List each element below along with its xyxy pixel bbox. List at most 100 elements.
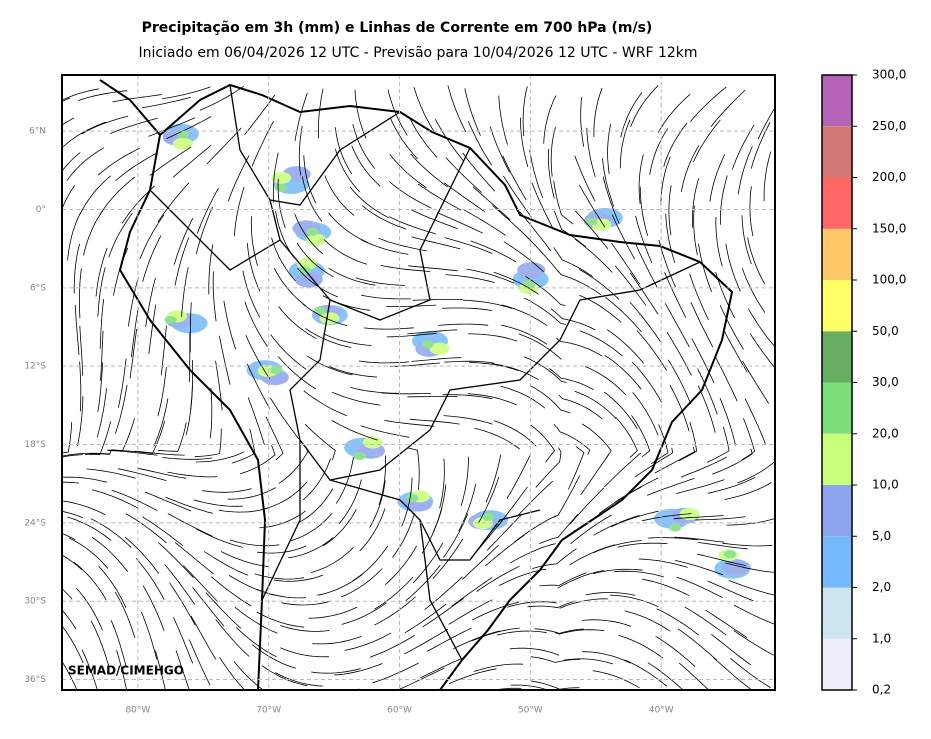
colorbar-segment (822, 434, 852, 485)
streamline (57, 477, 107, 482)
streamline (463, 209, 506, 235)
rain-patch (354, 452, 366, 460)
streamline (544, 96, 556, 144)
streamline (594, 88, 602, 137)
streamline (270, 398, 299, 439)
streamline (665, 303, 689, 347)
map-frame (62, 75, 775, 690)
streamline (425, 577, 463, 610)
streamline (745, 398, 765, 444)
streamline (96, 248, 107, 297)
colorbar-label: 5,0 (872, 529, 891, 543)
streamline (604, 453, 641, 487)
streamline (694, 206, 698, 256)
streamline (633, 392, 658, 435)
streamline (630, 302, 661, 342)
colorbar-label: 20,0 (872, 426, 899, 440)
streamline (202, 489, 252, 493)
rain-patch (270, 366, 282, 374)
colorbar-segment (822, 639, 852, 690)
colorbar-label: 300,0 (872, 68, 906, 82)
streamline (236, 627, 276, 656)
streamline (158, 367, 167, 416)
streamline (438, 324, 488, 325)
streamline (681, 145, 699, 192)
streamline (681, 457, 727, 477)
streamline (661, 157, 671, 206)
streamline (389, 182, 431, 209)
streamline (665, 272, 686, 317)
streamline (679, 663, 716, 697)
streamline (501, 386, 545, 408)
streamline (690, 87, 726, 122)
streamline (111, 620, 126, 668)
colorbar-segment (822, 331, 852, 382)
streamline (615, 266, 646, 306)
streamline (669, 185, 671, 235)
streamline (715, 356, 737, 401)
streamline (350, 187, 389, 218)
colorbar-segment (822, 280, 852, 331)
streamline (58, 501, 106, 515)
streamline (390, 117, 417, 159)
streamline (449, 669, 497, 684)
streamline (631, 415, 649, 457)
streamline (465, 88, 481, 135)
streamline (581, 97, 584, 147)
streamline (582, 652, 630, 663)
streamline (221, 552, 269, 567)
title: Precipitação em 3h (mm) e Linhas de Corr… (142, 20, 653, 36)
colorbar-label: 200,0 (872, 170, 906, 184)
streamline (361, 426, 410, 438)
streamline (335, 127, 352, 174)
streamline (625, 611, 670, 631)
streamline (210, 388, 212, 438)
streamline (385, 546, 416, 585)
streamline (493, 206, 530, 240)
colorbar-segment (822, 178, 852, 229)
streamline (444, 183, 485, 212)
streamline (158, 543, 193, 578)
lat-tick-label: 0° (36, 205, 46, 215)
streamline (162, 87, 211, 99)
streamline (750, 186, 753, 236)
streamline (734, 605, 779, 626)
streamline (98, 267, 105, 316)
streamline (405, 565, 440, 601)
streamline (75, 305, 79, 355)
colorbar-segment (822, 485, 852, 536)
streamline (162, 458, 212, 460)
streamline (115, 592, 135, 638)
streamline (472, 628, 520, 641)
streamline (722, 543, 772, 546)
streamline (607, 330, 644, 364)
rain-patch (724, 550, 736, 558)
streamline (228, 156, 249, 202)
streamline (468, 394, 517, 405)
streamline (63, 122, 106, 147)
streamline (474, 664, 523, 672)
streamline (34, 509, 83, 518)
streamline (437, 213, 483, 234)
streamline (245, 95, 275, 135)
lat-tick-label: 18°S (24, 440, 46, 450)
rain-patch (314, 307, 326, 315)
streamline (113, 95, 162, 102)
streamline (49, 422, 72, 456)
streamline (423, 598, 464, 627)
streamline (445, 275, 494, 283)
streamline (666, 214, 675, 263)
streamline (758, 95, 782, 139)
rain-patch (306, 228, 318, 236)
streamline (650, 129, 668, 175)
streamline (472, 602, 519, 620)
streamline (213, 271, 216, 321)
streamline (68, 213, 81, 261)
streamline (98, 148, 140, 175)
streamline (182, 267, 189, 317)
streamline (726, 244, 741, 292)
lat-tick-label: 6°S (30, 283, 46, 293)
streamline (713, 658, 751, 690)
streamline (345, 633, 392, 650)
